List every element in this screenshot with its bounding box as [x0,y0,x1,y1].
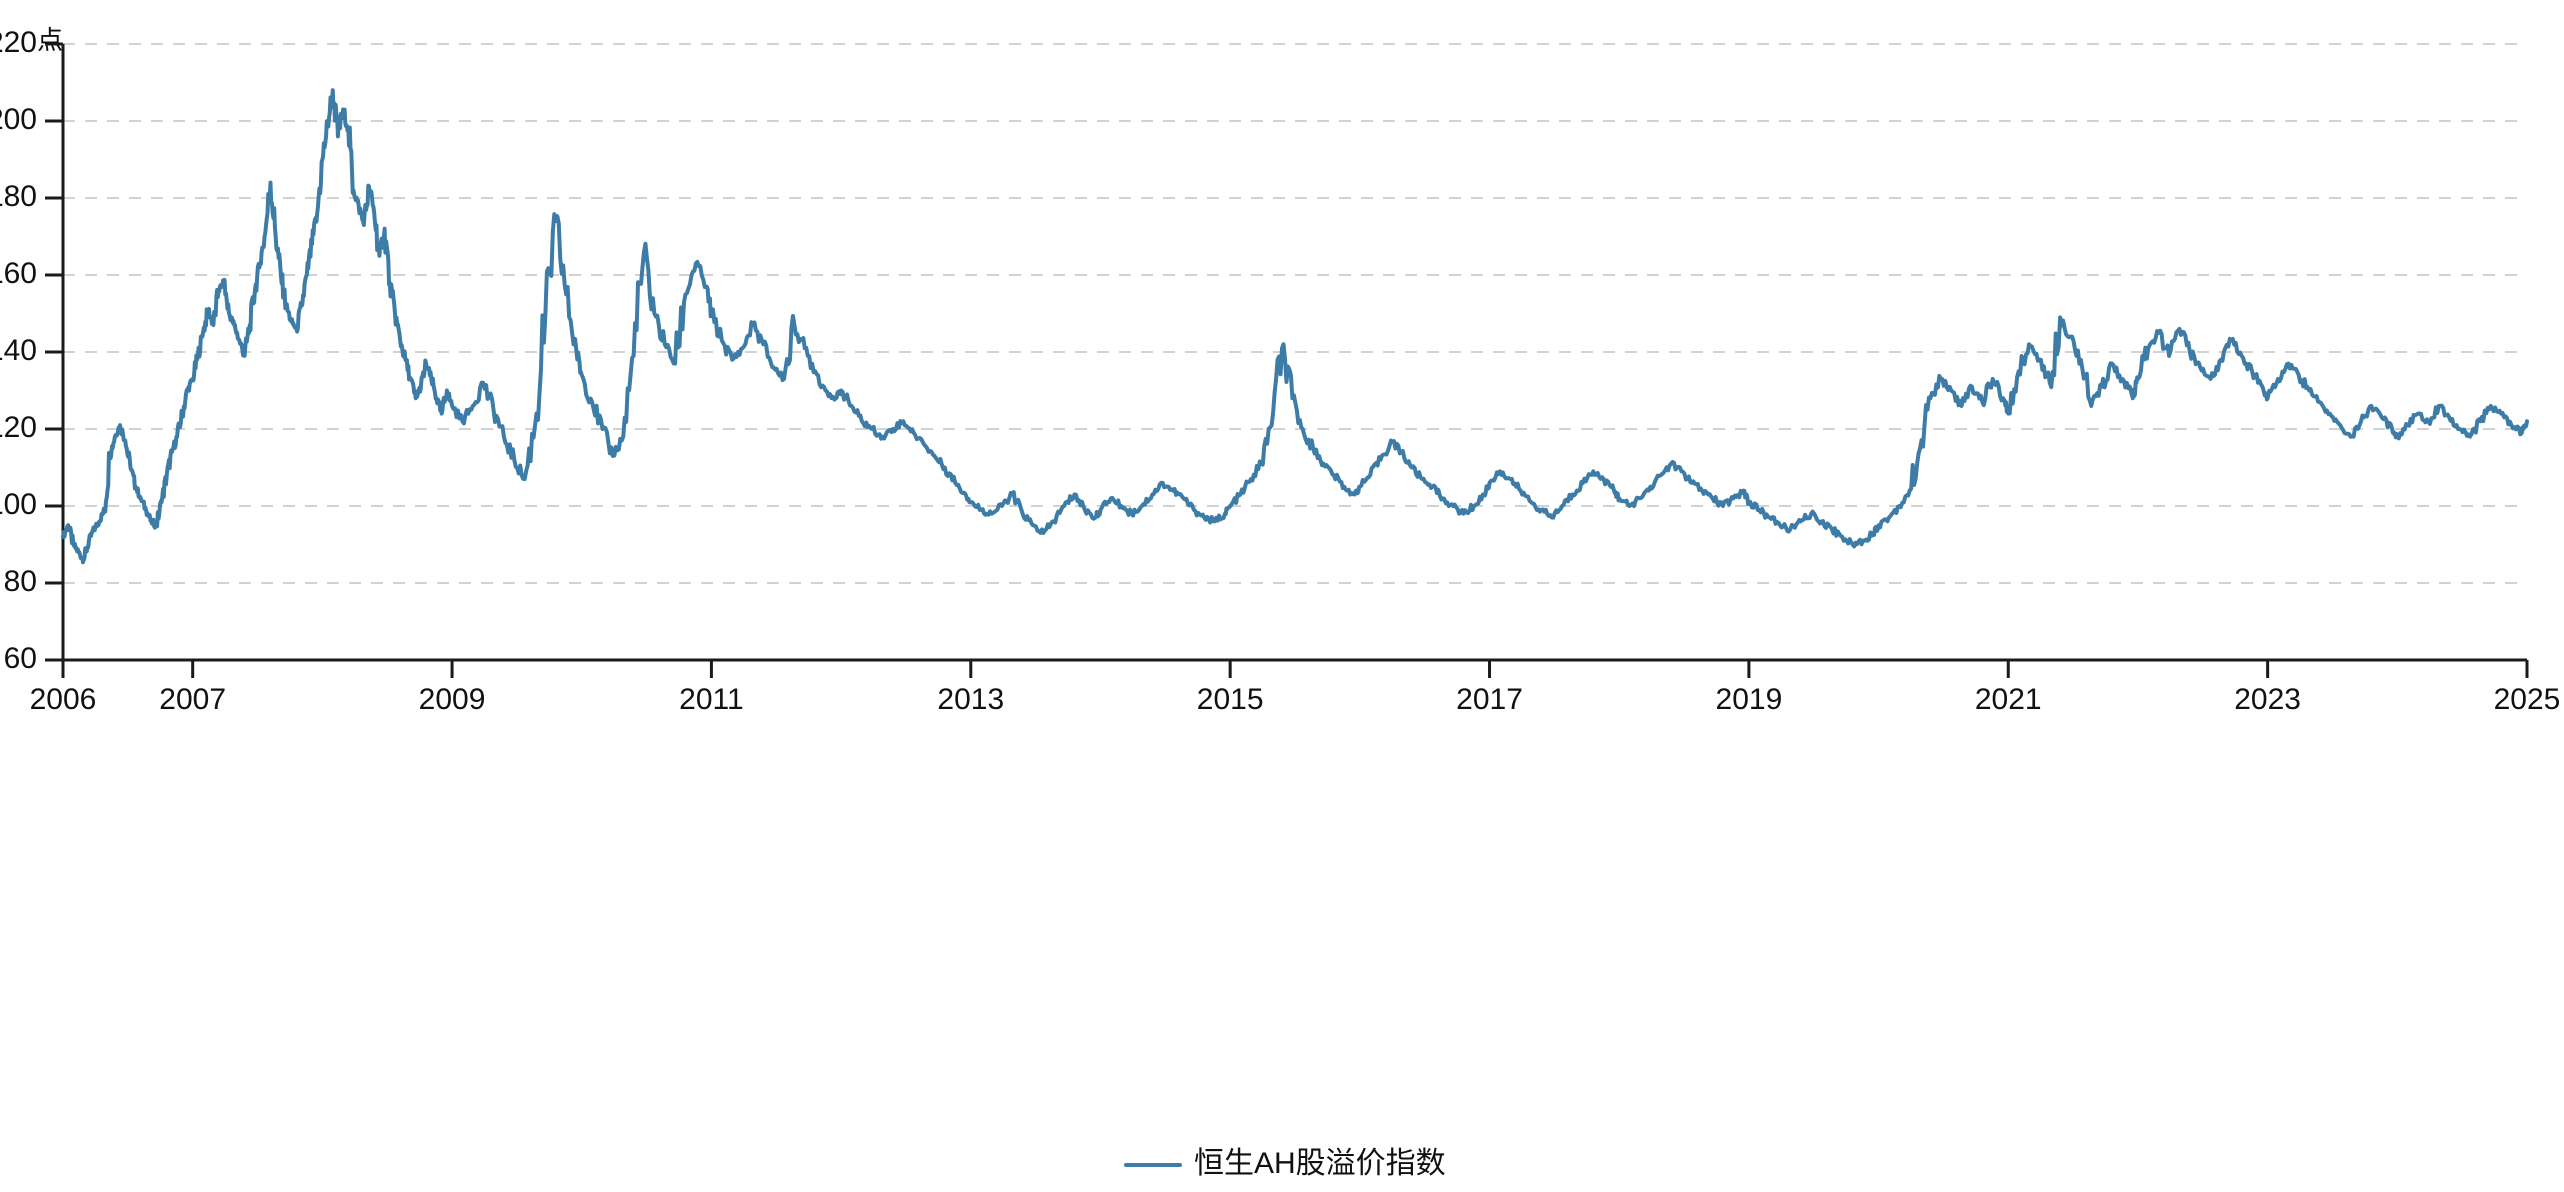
x-axis-tick-label: 2011 [679,683,744,716]
x-axis-tick-label: 2013 [937,683,1004,716]
y-axis-tick-label: 180 [0,180,37,213]
x-axis-tick-label: 2025 [2494,683,2561,716]
y-axis-tick-label: 120 [0,411,37,444]
x-axis-tick-label: 2019 [1716,683,1783,716]
x-axis-tick-label: 2021 [1975,683,2042,716]
x-axis-tick-label: 2006 [30,683,97,716]
x-axis-tick-label: 2017 [1456,683,1523,716]
y-axis-tick-label: 100 [0,488,37,521]
y-axis-unit-label: 点 [37,25,63,55]
y-axis-tick-label: 220 [0,26,37,59]
y-axis-tick-label: 60 [4,642,37,675]
y-tick-marks-group [45,42,63,662]
x-axis-tick-label: 2009 [419,683,486,716]
legend: 恒生AH股溢价指数 [1124,1147,1446,1180]
x-tick-labels-group: 2006 2007 2009 2011 2013 2015 2017 2019 2021 2023… [30,683,2561,716]
y-axis-tick-label: 200 [0,103,37,136]
gridlines-group [63,43,2527,584]
y-axis-tick-label: 160 [0,257,37,290]
series-line-ah-premium-index [61,88,2529,565]
y-axis-tick-label: 80 [4,565,37,598]
y-tick-labels-group: 60 80 100 120 140 160 180 200 220 [0,26,37,675]
x-axis-tick-label: 2023 [2234,683,2301,716]
y-axis-tick-label: 140 [0,334,37,367]
x-tick-marks-group [61,660,2529,678]
x-axis-tick-label: 2015 [1197,683,1264,716]
x-axis-tick-label: 2007 [159,683,226,716]
legend-item-label: 恒生AH股溢价指数 [1194,1147,1446,1180]
